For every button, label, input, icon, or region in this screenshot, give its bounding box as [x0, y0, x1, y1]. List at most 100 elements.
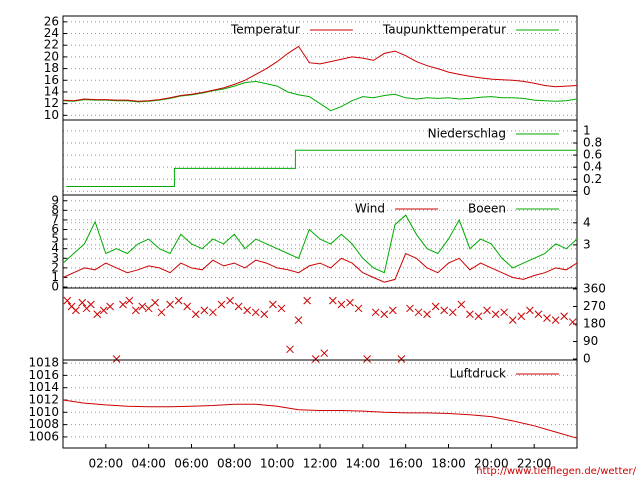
direction-point — [183, 302, 192, 311]
y-tick-label: 1 — [51, 270, 59, 284]
y-tick-label: 7 — [51, 212, 59, 226]
y-tick-label: 1008 — [28, 417, 59, 431]
y-tick-label: 1012 — [28, 393, 59, 407]
series-line — [62, 214, 578, 274]
series-line — [62, 399, 578, 439]
y-tick-label: 6 — [51, 222, 59, 236]
direction-point — [483, 306, 491, 315]
direction-point — [269, 300, 277, 309]
x-tick-label: 08:00 — [217, 457, 252, 471]
legend-label: Niederschlag — [428, 127, 506, 141]
y2-tick-label: 4 — [583, 215, 591, 229]
direction-point — [217, 300, 226, 309]
y-tick-label: 1010 — [28, 405, 59, 419]
direction-point — [294, 316, 303, 324]
direction-point — [474, 312, 483, 321]
direction-point — [112, 355, 121, 363]
x-tick-label: 10:00 — [260, 457, 295, 471]
direction-point — [151, 298, 159, 307]
direction-point — [119, 300, 127, 309]
y2-tick-label: 0 — [583, 352, 591, 366]
direction-point — [354, 304, 363, 313]
y-tick-label: 26 — [44, 14, 59, 28]
direction-point — [500, 308, 509, 317]
y-tick-label: 24 — [44, 26, 59, 40]
y-tick-label: 5 — [51, 232, 59, 246]
direction-point — [448, 308, 457, 317]
y2-tick-label: 0 — [583, 184, 591, 198]
direction-point — [234, 302, 243, 311]
y2-tick-label: 3 — [583, 237, 591, 251]
series-line — [62, 45, 578, 102]
x-tick-label: 22:00 — [517, 457, 552, 471]
y2-tick-label: 180 — [583, 317, 606, 331]
direction-point — [191, 310, 200, 319]
direction-point — [543, 314, 551, 323]
direction-point — [560, 312, 569, 321]
direction-point — [491, 310, 500, 319]
direction-point — [200, 306, 209, 315]
direction-point — [346, 298, 354, 307]
legend-label: Taupunkttemperatur — [382, 23, 506, 37]
direction-point — [125, 296, 134, 305]
x-tick-label: 16:00 — [388, 457, 423, 471]
y2-tick-label: 1 — [583, 123, 591, 137]
y-tick-label: 9 — [51, 193, 59, 207]
direction-point — [131, 306, 140, 315]
y-tick-label: 10 — [44, 108, 59, 122]
direction-point — [93, 310, 102, 319]
direction-point — [157, 308, 166, 317]
y-tick-label: 3 — [51, 251, 59, 265]
direction-point — [423, 310, 431, 319]
y-tick-label: 8 — [51, 203, 59, 217]
direction-point — [138, 302, 147, 311]
y2-tick-label: 0.2 — [583, 172, 602, 186]
direction-point — [371, 308, 380, 317]
direction-point — [286, 345, 294, 354]
direction-point — [517, 312, 526, 321]
x-tick-label: 02:00 — [89, 457, 124, 471]
legend-label: Temperatur — [230, 23, 300, 37]
direction-point — [226, 296, 234, 305]
series-line — [66, 149, 577, 187]
source-url: http://www.tiefflegen.de/wetter/ — [476, 466, 636, 477]
direction-point — [243, 306, 252, 315]
direction-point — [328, 296, 337, 305]
direction-point — [251, 308, 260, 317]
direction-point — [106, 302, 114, 311]
legend-label: Boeen — [468, 202, 506, 216]
y2-tick-label: 0.4 — [583, 160, 602, 174]
direction-point — [431, 302, 440, 311]
x-tick-label: 04:00 — [131, 457, 166, 471]
y-tick-label: 1016 — [28, 368, 59, 382]
y2-tick-label: 0.6 — [583, 148, 602, 162]
y-tick-label: 1006 — [28, 429, 59, 443]
y-tick-label: 0 — [51, 280, 59, 294]
direction-point — [209, 308, 217, 317]
panel-frame — [62, 287, 578, 361]
direction-point — [526, 306, 534, 315]
direction-point — [78, 298, 87, 307]
x-tick-label: 18:00 — [431, 457, 466, 471]
direction-point — [277, 304, 286, 313]
direction-point — [86, 300, 95, 309]
x-tick-label: 12:00 — [303, 457, 338, 471]
y-tick-label: 1018 — [28, 356, 59, 370]
x-tick-label: 20:00 — [474, 457, 509, 471]
x-tick-label: 06:00 — [174, 457, 209, 471]
x-tick-label: 14:00 — [346, 457, 381, 471]
direction-point — [99, 306, 108, 315]
legend-label: Wind — [355, 202, 385, 216]
direction-point — [174, 296, 183, 305]
direction-point — [397, 355, 406, 363]
y-tick-label: 4 — [51, 241, 59, 255]
series-line — [62, 80, 578, 112]
y-tick-label: 1014 — [28, 380, 59, 394]
y-tick-label: 2 — [51, 260, 59, 274]
direction-point — [363, 355, 371, 363]
direction-point — [320, 349, 329, 358]
direction-point — [388, 306, 397, 315]
direction-point — [568, 318, 577, 326]
direction-point — [337, 300, 346, 309]
direction-point — [414, 308, 423, 317]
